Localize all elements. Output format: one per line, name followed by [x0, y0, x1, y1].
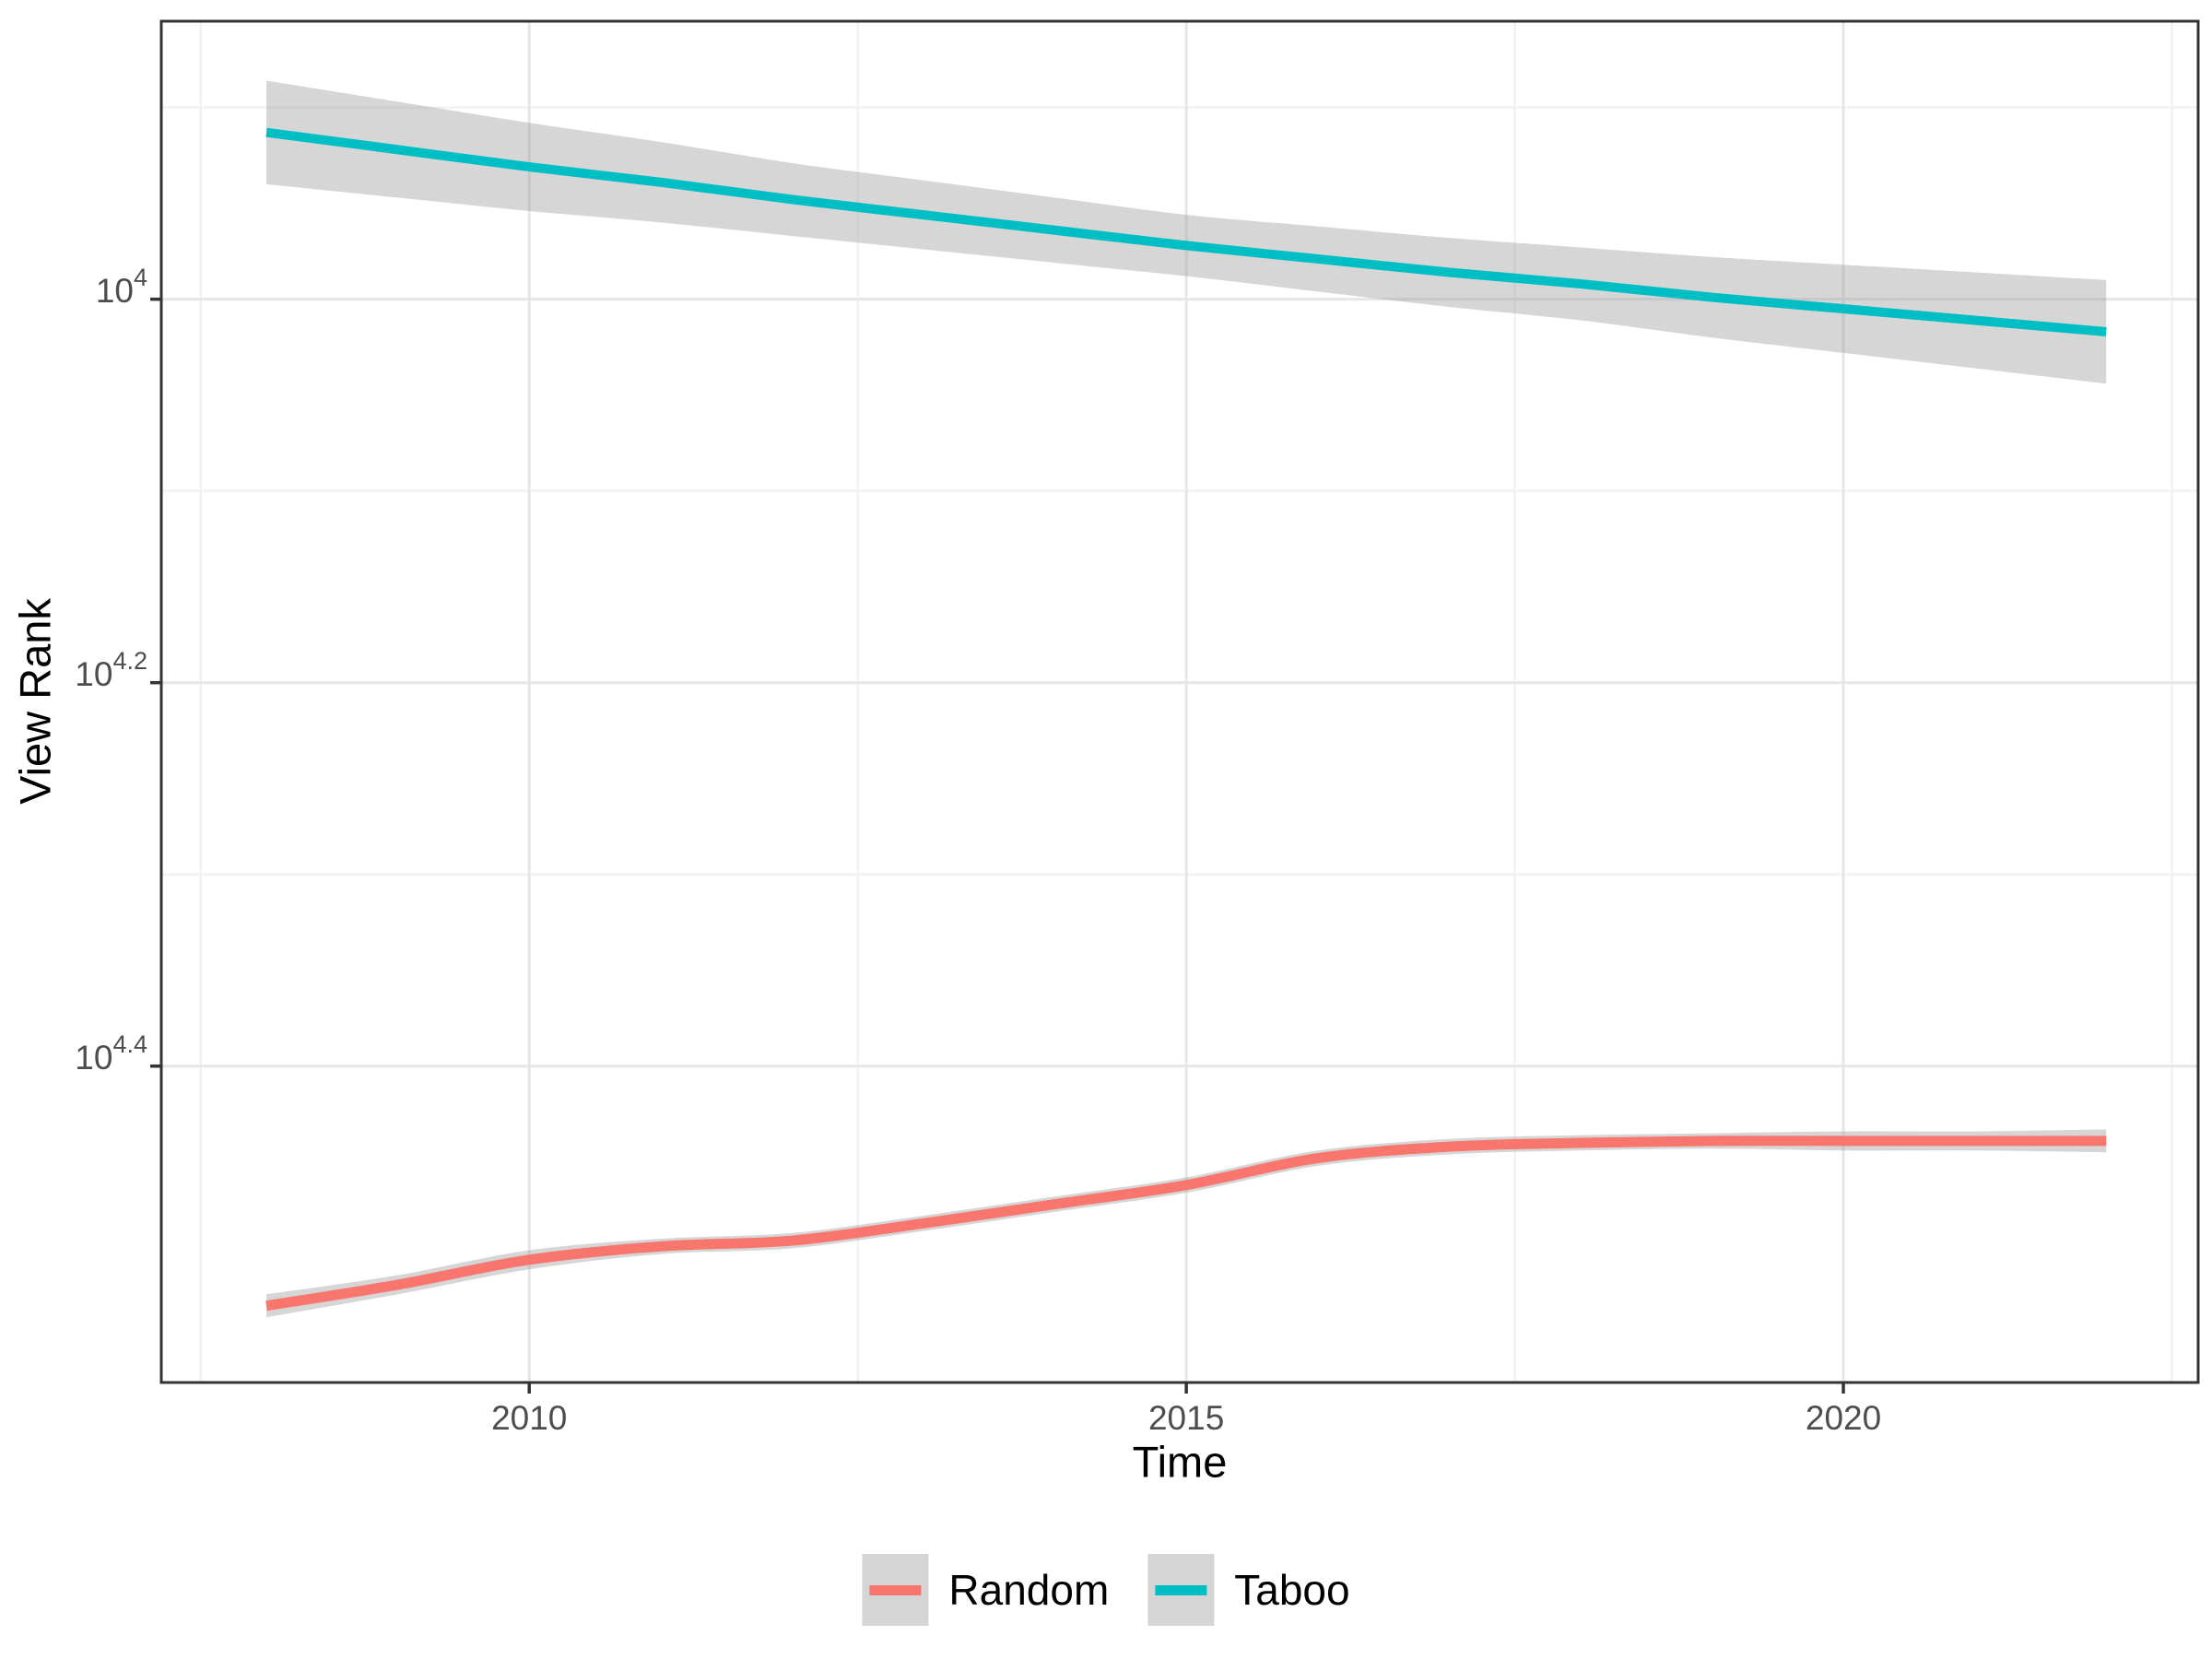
ci-ribbon-taboo — [266, 80, 2107, 384]
trend-line-taboo — [265, 127, 2107, 336]
legend-key-random — [862, 1554, 929, 1626]
legend-key-taboo — [1147, 1554, 1215, 1626]
x-tick-label: 2020 — [1805, 1399, 1882, 1437]
legend-key-line — [1155, 1584, 1207, 1595]
x-tick-label: 2015 — [1147, 1399, 1225, 1437]
legend-item-random: Random — [862, 1554, 1109, 1626]
y-tick-label: 104.4 — [75, 1030, 147, 1077]
y-tick-label: 104 — [95, 264, 147, 310]
legend: Random Taboo — [862, 1554, 1350, 1626]
ci-ribbon-random — [266, 1129, 2107, 1318]
x-axis-title: Time — [1132, 1437, 1228, 1487]
x-tick-label: 2010 — [491, 1399, 568, 1437]
y-axis-title: View Rank — [10, 598, 60, 805]
legend-label: Taboo — [1234, 1566, 1350, 1614]
trend-line-random — [265, 1135, 2107, 1312]
panel-border — [159, 19, 2200, 1384]
y-tick-label: 104.2 — [75, 647, 147, 693]
legend-label: Random — [948, 1566, 1110, 1614]
legend-key-line — [869, 1584, 922, 1595]
legend-item-taboo: Taboo — [1147, 1554, 1350, 1626]
